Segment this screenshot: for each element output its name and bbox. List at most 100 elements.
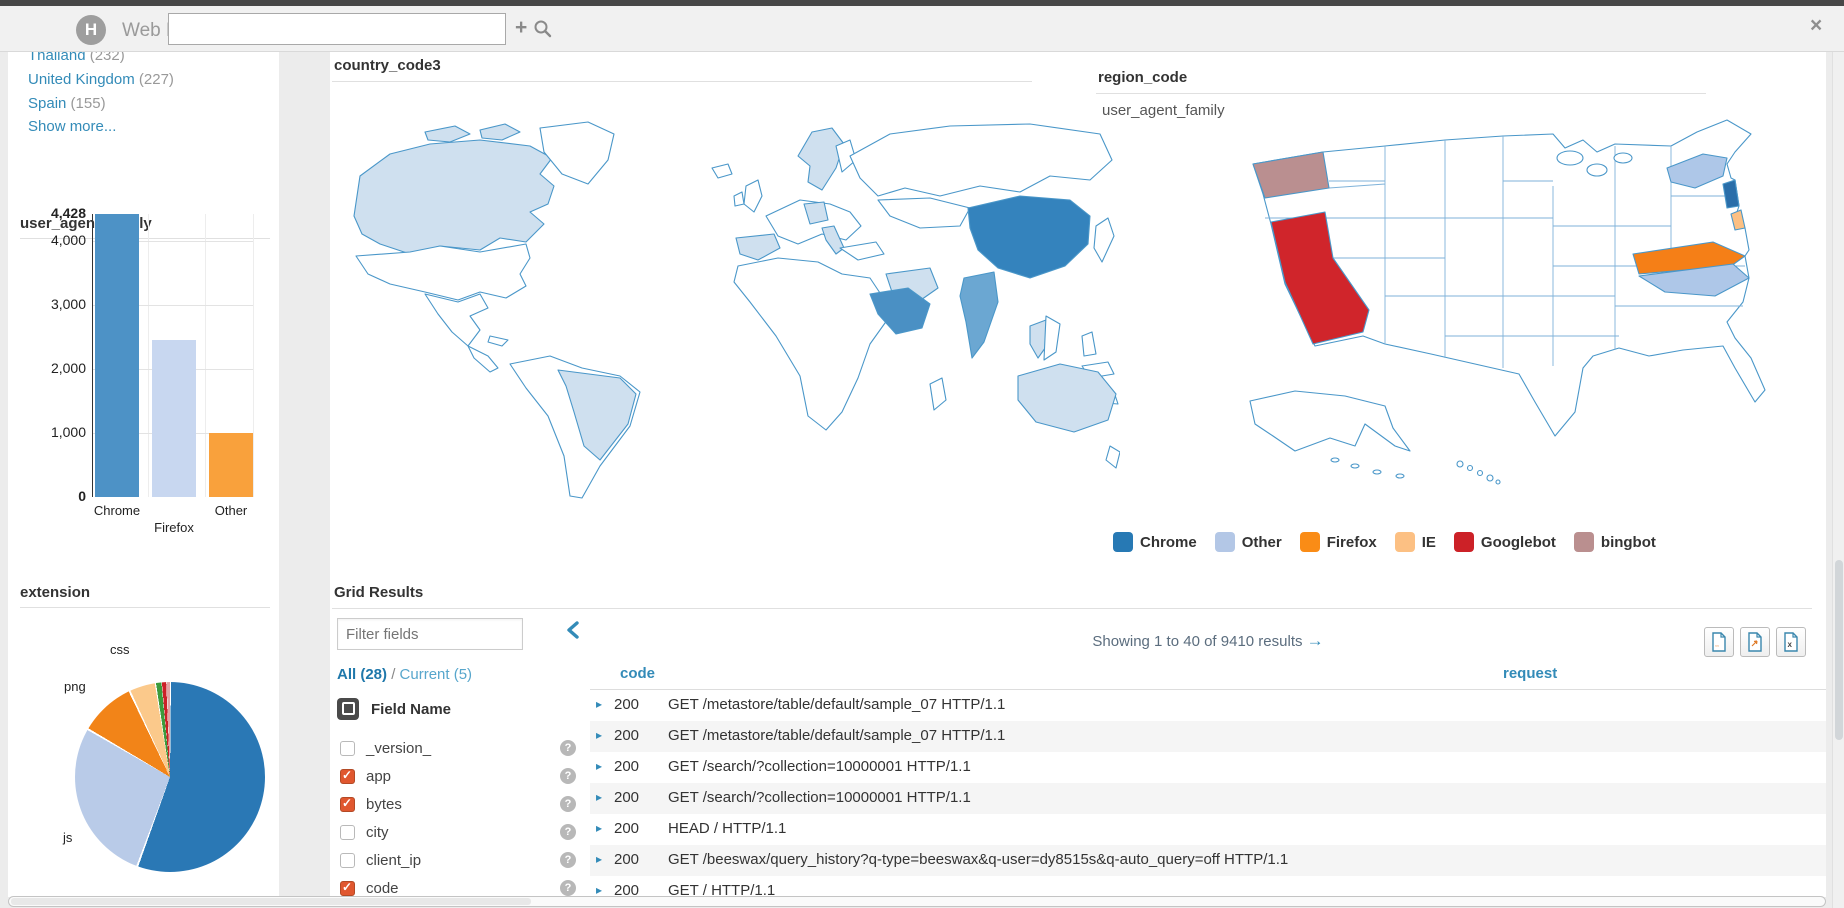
gridline: [92, 241, 253, 243]
cell-code: 200: [614, 789, 640, 806]
field-checkbox-code[interactable]: [340, 880, 355, 896]
cell-code: 200: [614, 820, 640, 837]
results-count-text: Showing 1 to 40 of 9410 results: [1092, 633, 1303, 650]
table-row[interactable]: ▸ 200 GET /metastore/table/default/sample_…: [590, 690, 1826, 721]
expand-row-icon[interactable]: ▸: [596, 728, 603, 742]
world-map-title: country_code3: [334, 57, 441, 74]
horizontal-scrollbar-thumb[interactable]: [11, 898, 531, 905]
us-map[interactable]: [1235, 106, 1815, 510]
legend-item-bingbot[interactable]: bingbot: [1573, 532, 1656, 552]
gridline: [148, 214, 149, 497]
gridline: [92, 305, 253, 307]
hue-logo-icon[interactable]: H: [76, 15, 106, 45]
cell-request: GET /beeswax/query_history?q-type=beeswa…: [668, 851, 1289, 868]
y-axis-tick: 1,000: [50, 424, 86, 441]
help-icon[interactable]: ?: [560, 824, 576, 840]
field-checkbox-client_ip[interactable]: [340, 852, 355, 868]
expand-row-icon[interactable]: ▸: [596, 883, 603, 897]
field-row: client_ip?: [330, 846, 586, 874]
facet-count: (155): [66, 95, 106, 112]
field-name: _version_: [366, 739, 432, 757]
tab-all-fields[interactable]: All (28): [337, 666, 388, 683]
expand-row-icon[interactable]: ▸: [596, 852, 603, 866]
legend-item-ie[interactable]: IE: [1394, 532, 1436, 552]
field-checkbox-_version_[interactable]: [340, 740, 355, 756]
column-header-code[interactable]: code: [620, 665, 656, 682]
expand-row-icon[interactable]: ▸: [596, 697, 603, 711]
divider: [20, 607, 270, 608]
show-more-link[interactable]: Show more...: [28, 118, 117, 135]
table-row[interactable]: ▸ 200 GET / HTTP/1.1: [590, 876, 1826, 907]
search-icon[interactable]: [533, 19, 553, 44]
y-axis-tick: 2,000: [50, 360, 86, 377]
help-icon[interactable]: ?: [560, 768, 576, 784]
world-map[interactable]: [330, 116, 1120, 536]
facet-row: United Kingdom (227): [28, 68, 174, 92]
field-checkbox-city[interactable]: [340, 824, 355, 840]
us-map-subtitle: user_agent_family: [1102, 102, 1225, 119]
help-icon[interactable]: ?: [560, 852, 576, 868]
extension-pie-chart[interactable]: [75, 682, 265, 872]
help-icon[interactable]: ?: [560, 740, 576, 756]
field-checkbox-app[interactable]: [340, 768, 355, 784]
y-axis-tick: 3,000: [50, 296, 86, 313]
cell-request: HEAD / HTTP/1.1: [668, 820, 787, 837]
legend-swatch: [1394, 532, 1415, 552]
legend-item-firefox[interactable]: Firefox: [1299, 532, 1377, 552]
table-row[interactable]: ▸ 200 GET /metastore/table/default/sample_…: [590, 721, 1826, 752]
facet-row: Thailand (232): [28, 52, 174, 68]
table-row[interactable]: ▸ 200 HEAD / HTTP/1.1: [590, 814, 1826, 845]
plus-icon[interactable]: +: [515, 16, 528, 39]
legend-item-chrome[interactable]: Chrome: [1113, 532, 1197, 552]
export-doc-button[interactable]: [1740, 627, 1770, 657]
bar-chrome[interactable]: [95, 214, 139, 497]
close-icon[interactable]: ×: [1810, 14, 1823, 37]
help-icon[interactable]: ?: [560, 796, 576, 812]
results-table: ▸ 200 GET /metastore/table/default/sample_…: [590, 690, 1826, 908]
bar-firefox[interactable]: [152, 340, 196, 497]
legend-item-googlebot[interactable]: Googlebot: [1453, 532, 1556, 552]
table-row[interactable]: ▸ 200 GET /search/?collection=10000001 HTT…: [590, 752, 1826, 783]
cell-code: 200: [614, 758, 640, 775]
search-input[interactable]: [168, 13, 506, 45]
bar-other[interactable]: [209, 433, 253, 497]
legend-label: IE: [1421, 533, 1436, 551]
facet-link[interactable]: Thailand: [28, 52, 86, 64]
field-row: _version_?: [330, 734, 586, 762]
expand-row-icon[interactable]: ▸: [596, 821, 603, 835]
horizontal-scrollbar[interactable]: [8, 896, 1826, 907]
export-xls-button[interactable]: x: [1776, 627, 1806, 657]
expand-row-icon[interactable]: ▸: [596, 790, 603, 804]
field-name: app: [366, 767, 392, 785]
legend-item-other[interactable]: Other: [1214, 532, 1282, 552]
pie-label-js: js: [63, 830, 73, 845]
vertical-scrollbar[interactable]: [1832, 52, 1844, 908]
y-axis-tick: 0: [78, 488, 86, 504]
tab-current-fields[interactable]: Current (5): [399, 666, 473, 683]
facet-row: Spain (155): [28, 92, 174, 116]
legend-label: Other: [1241, 533, 1282, 551]
help-icon[interactable]: ?: [560, 880, 576, 896]
collapse-panel-icon[interactable]: [566, 621, 580, 644]
gridline: [205, 214, 206, 497]
select-all-checkbox[interactable]: [337, 698, 359, 720]
facet-link[interactable]: United Kingdom: [28, 71, 135, 88]
facet-link[interactable]: Spain: [28, 95, 67, 112]
next-page-icon[interactable]: →: [1306, 631, 1324, 650]
us-map-title: region_code: [1098, 69, 1188, 86]
table-row[interactable]: ▸ 200 GET /beeswax/query_history?q-type=be…: [590, 845, 1826, 876]
facet-count: (232): [85, 52, 125, 64]
vertical-scrollbar-thumb[interactable]: [1835, 560, 1843, 740]
window-top-strip: [0, 0, 1844, 6]
column-header-request[interactable]: request: [1503, 665, 1558, 682]
expand-row-icon[interactable]: ▸: [596, 759, 603, 773]
grid-results-title: Grid Results: [334, 584, 424, 601]
filter-fields-input[interactable]: [337, 618, 523, 650]
cell-code: 200: [614, 696, 640, 713]
field-name-header: Field Name: [337, 698, 451, 720]
export-csv-button[interactable]: ,,: [1704, 627, 1734, 657]
legend-swatch: [1299, 532, 1320, 552]
table-row[interactable]: ▸ 200 GET /search/?collection=10000001 HTT…: [590, 783, 1826, 814]
field-checkbox-bytes[interactable]: [340, 796, 355, 812]
